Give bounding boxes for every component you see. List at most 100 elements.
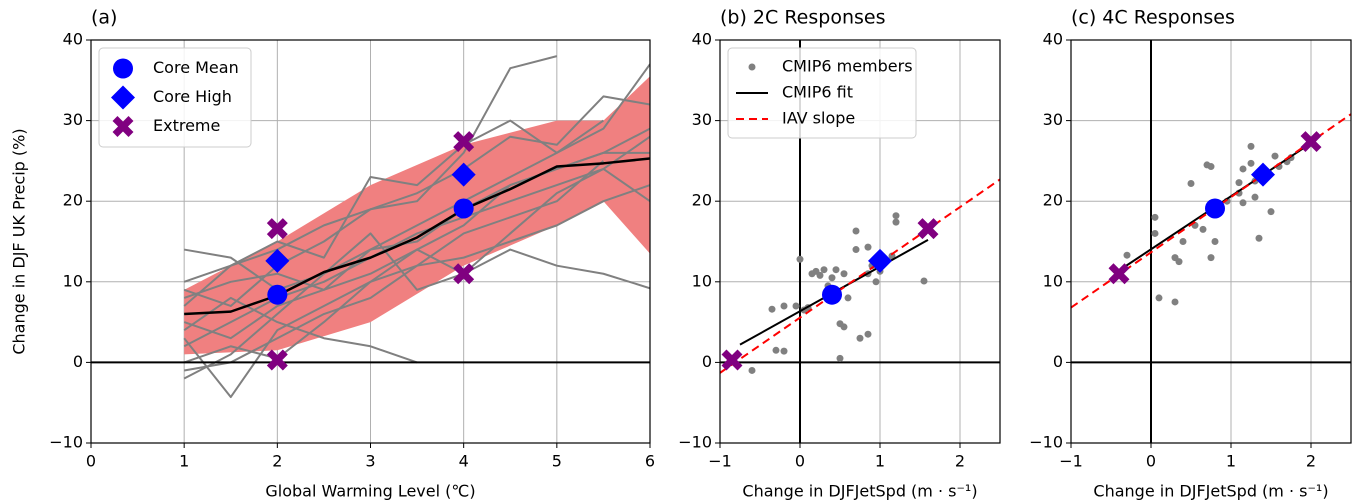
plot-area <box>720 40 1000 443</box>
y-tick-label: 40 <box>1043 30 1063 49</box>
x-tick-label: 5 <box>552 452 562 471</box>
scatter-point <box>1171 298 1179 306</box>
plot-area <box>91 55 650 399</box>
legend-box <box>98 47 252 148</box>
series-line <box>183 160 605 399</box>
x-tick-label: 2 <box>272 452 282 471</box>
y-tick-label: 20 <box>692 191 712 210</box>
marker-x <box>453 263 475 285</box>
plot-frame <box>719 39 1001 444</box>
y-tick-label: 0 <box>702 352 712 371</box>
marker-diamond <box>265 248 290 273</box>
y-tick-label: 40 <box>63 30 83 49</box>
scatter-point <box>816 271 824 279</box>
y-tick-label: 0 <box>1053 352 1063 371</box>
scatter-point <box>1155 294 1163 302</box>
layer-scatter <box>1123 142 1295 306</box>
series-line <box>183 151 650 299</box>
x-tick-label: 1 <box>875 452 885 471</box>
panel: (b) 2C Responses Change in DJFJetSpd (m ·… <box>678 7 1001 501</box>
scatter-point <box>856 334 864 342</box>
scatter-point <box>828 274 836 282</box>
series-line <box>184 157 650 316</box>
series-line <box>183 119 604 307</box>
scatter-point <box>1151 229 1159 237</box>
scatter-point <box>1271 152 1279 160</box>
x-tick-label: 1 <box>179 452 189 471</box>
series-line <box>183 167 650 348</box>
layer-line <box>720 178 1000 374</box>
scatter-point <box>1207 163 1215 171</box>
layer-ref <box>1071 40 1351 443</box>
layer-marker <box>1108 131 1322 285</box>
scatter-point <box>1187 179 1195 187</box>
legend-box <box>727 47 917 139</box>
marker-diamond <box>451 162 476 187</box>
marker-circle <box>267 284 288 305</box>
range-band <box>184 76 650 355</box>
scatter-point <box>888 252 896 260</box>
scatter-point <box>836 354 844 362</box>
scatter-point <box>820 266 828 274</box>
x-tick-label: 3 <box>365 452 375 471</box>
legend-label: IAV slope <box>782 109 855 128</box>
y-tick-label: −10 <box>1029 433 1063 452</box>
scatter-point <box>772 346 780 354</box>
layer-marker <box>265 131 476 371</box>
marker-circle <box>822 284 842 305</box>
x-tick-label: 4 <box>459 452 469 471</box>
marker-x <box>721 349 743 371</box>
plot-frame <box>90 39 651 444</box>
scatter-point <box>1247 159 1255 167</box>
scatter-point <box>1211 238 1219 245</box>
scatter-point <box>792 302 800 310</box>
panel-title: (c) 4C Responses <box>1071 7 1235 29</box>
x-tick-label: −1 <box>708 452 732 471</box>
y-tick-label: 30 <box>692 110 712 129</box>
scatter-point <box>780 302 788 310</box>
marker-circle <box>113 58 133 79</box>
legend-symbol <box>748 63 756 71</box>
series-line <box>183 135 650 364</box>
x-tick-label: −1 <box>1059 452 1083 471</box>
legend-label: CMIP6 members <box>782 57 913 76</box>
x-tick-label: 1 <box>1226 452 1236 471</box>
scatter-point <box>852 246 860 254</box>
layer-marker <box>721 218 939 371</box>
scatter-point <box>864 243 872 251</box>
series-line <box>183 95 650 283</box>
marker-x <box>266 218 288 240</box>
scatter-point <box>768 305 776 313</box>
legend: CMIP6 members CMIP6 fit IAV slope <box>727 47 917 139</box>
scatter-point <box>1247 142 1255 150</box>
x-tick-label: 2 <box>955 452 965 471</box>
scatter-point <box>844 294 852 302</box>
marker-x <box>1300 131 1322 153</box>
scatter-point <box>796 255 804 263</box>
x-tick-label: 6 <box>645 452 655 471</box>
scatter-point <box>1123 251 1131 259</box>
x-axis-label: Global Warming Level (℃) <box>265 482 475 501</box>
scatter-point <box>1251 193 1259 201</box>
y-tick-label: 10 <box>692 271 712 290</box>
y-tick-label: 10 <box>63 271 83 290</box>
scatter-point <box>780 347 788 355</box>
x-tick-label: 2 <box>1306 452 1316 471</box>
series-line <box>183 63 650 291</box>
y-axis-label: Change in DJF UK Precip (%) <box>10 128 29 354</box>
x-tick-label: 0 <box>795 452 805 471</box>
y-tick-label: 10 <box>1043 271 1063 290</box>
scatter-point <box>1239 165 1247 173</box>
scatter-point <box>1207 254 1215 262</box>
legend-label: Core Mean <box>153 58 239 77</box>
panel: (a) Change in DJF UK Precip (%) Global War… <box>10 7 656 501</box>
scatter-point <box>1235 179 1243 187</box>
plot-area <box>1071 40 1351 443</box>
panel-title: (a) <box>91 7 117 29</box>
y-tick-label: 20 <box>1043 191 1063 210</box>
panel: (c) 4C Responses Change in DJFJetSpd (m ·… <box>1029 7 1352 501</box>
scatter-point <box>852 227 860 235</box>
x-axis-label: Change in DJFJetSpd (m · s⁻¹) <box>1093 482 1328 501</box>
marker-x <box>266 349 288 371</box>
